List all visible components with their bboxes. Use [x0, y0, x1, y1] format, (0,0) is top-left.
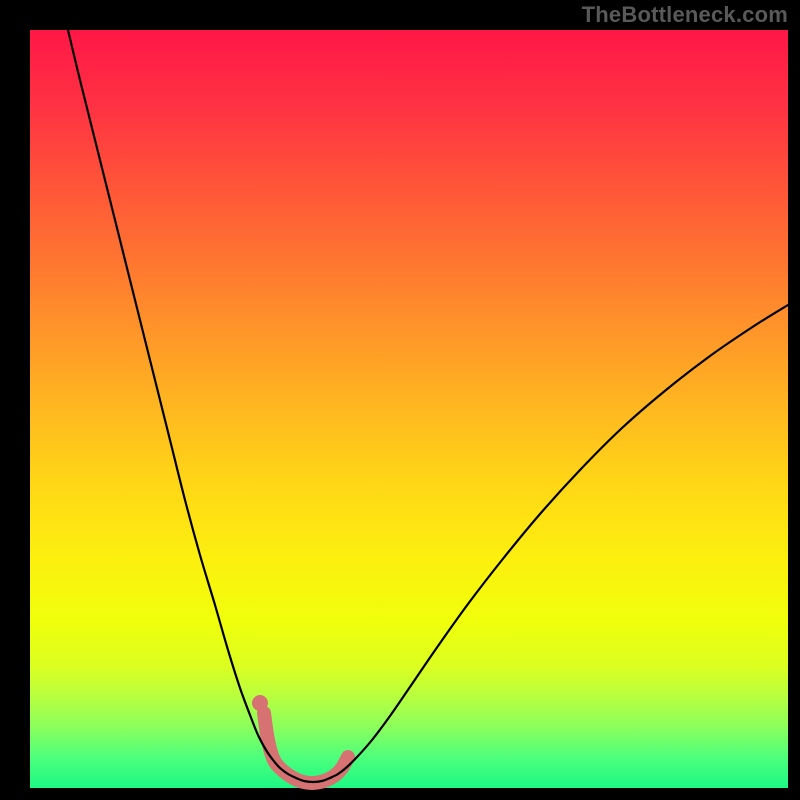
- watermark-text: TheBottleneck.com: [582, 2, 788, 28]
- highlight-dot: [252, 695, 268, 711]
- left-curve: [68, 30, 296, 778]
- chart-curves-svg: [0, 0, 800, 800]
- right-curve: [330, 305, 788, 778]
- highlight-segment: [264, 713, 348, 783]
